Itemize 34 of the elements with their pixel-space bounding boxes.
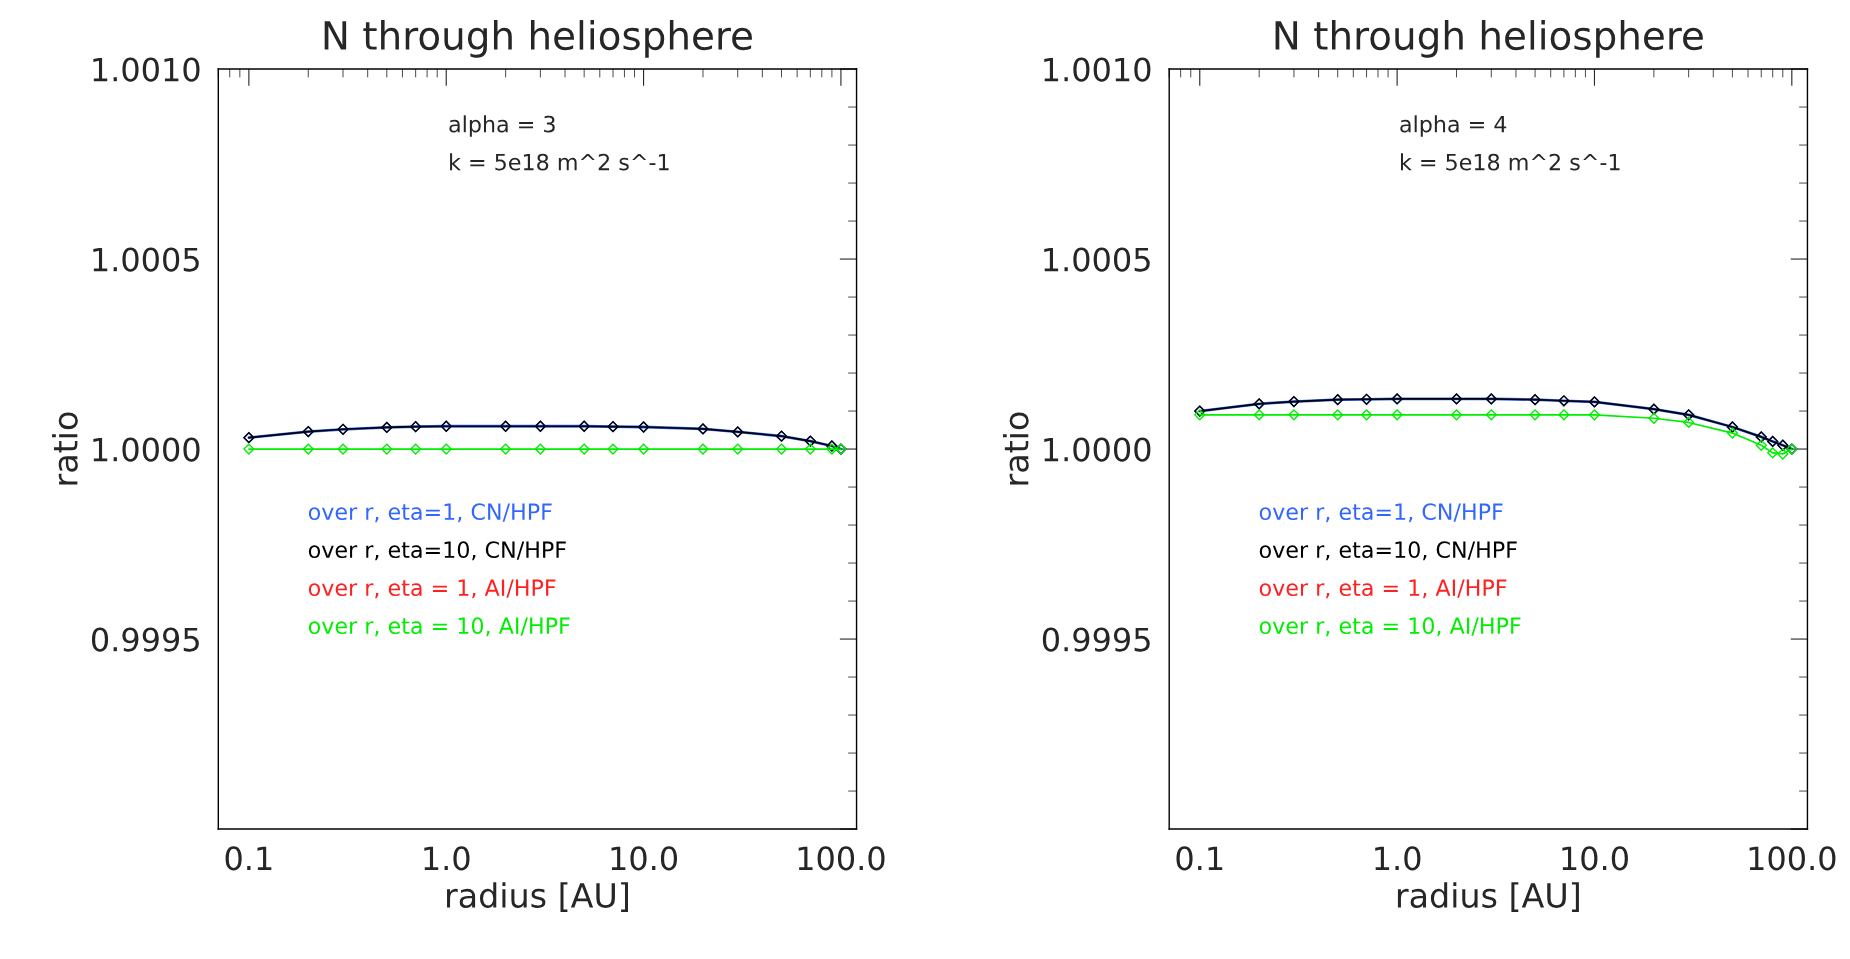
x-axis-title: radius [AU] xyxy=(1397,882,1579,912)
annotation: k = 5e18 m^2 s^-1 xyxy=(1400,153,1620,171)
x-tick-label: 0.1 xyxy=(1176,846,1223,871)
x-tick-label: 10.0 xyxy=(1562,846,1628,871)
annotation: alpha = 4 xyxy=(1400,115,1507,137)
text: over r, eta=1, CN/HPF xyxy=(1259,503,1503,523)
text: over r, eta=1, CN/HPF xyxy=(308,503,552,523)
legend-label: over r, eta = 1, AI/HPF xyxy=(1259,579,1507,599)
x-tick-label: 100.0 xyxy=(1749,846,1836,871)
y-tick-label: 1.0010 xyxy=(1044,57,1151,82)
x-tick-label: 1.0 xyxy=(1375,846,1421,871)
y-axis-title: ratio xyxy=(1002,412,1029,485)
text: over r, eta = 10, AI/HPF xyxy=(308,617,570,637)
y-tick-label: 0.9995 xyxy=(1042,627,1150,652)
x-tick-label: 100.0 xyxy=(798,846,885,871)
x-tick-label: 1.0 xyxy=(424,846,470,871)
annotation: alpha = 3 xyxy=(449,115,555,137)
x-tick-label: 10.0 xyxy=(611,846,678,871)
text: over r, eta=10, CN/HPF xyxy=(308,541,566,561)
y-tick-label: 1.0000 xyxy=(1044,437,1151,462)
x-axis-title: radius [AU] xyxy=(447,882,628,912)
y-tick-label: 1.0000 xyxy=(93,437,200,462)
legend-label: over r, eta = 1, AI/HPF xyxy=(308,579,556,599)
chart-title: N through heliosphere xyxy=(324,20,752,58)
y-tick-label: 1.0005 xyxy=(1044,247,1150,272)
text: over r, eta = 10, AI/HPF xyxy=(1259,617,1521,637)
text: over r, eta=10, CN/HPF xyxy=(1259,541,1517,561)
x-tick-label: 0.1 xyxy=(225,846,272,871)
y-tick-label: 1.0010 xyxy=(93,57,200,82)
annotation: k = 5e18 m^2 s^-1 xyxy=(450,153,669,171)
chart-title: N through heliosphere xyxy=(1275,20,1703,58)
y-tick-label: 0.9995 xyxy=(91,627,199,652)
y-tick-label: 1.0005 xyxy=(93,247,199,272)
y-axis-title: ratio xyxy=(52,412,78,485)
